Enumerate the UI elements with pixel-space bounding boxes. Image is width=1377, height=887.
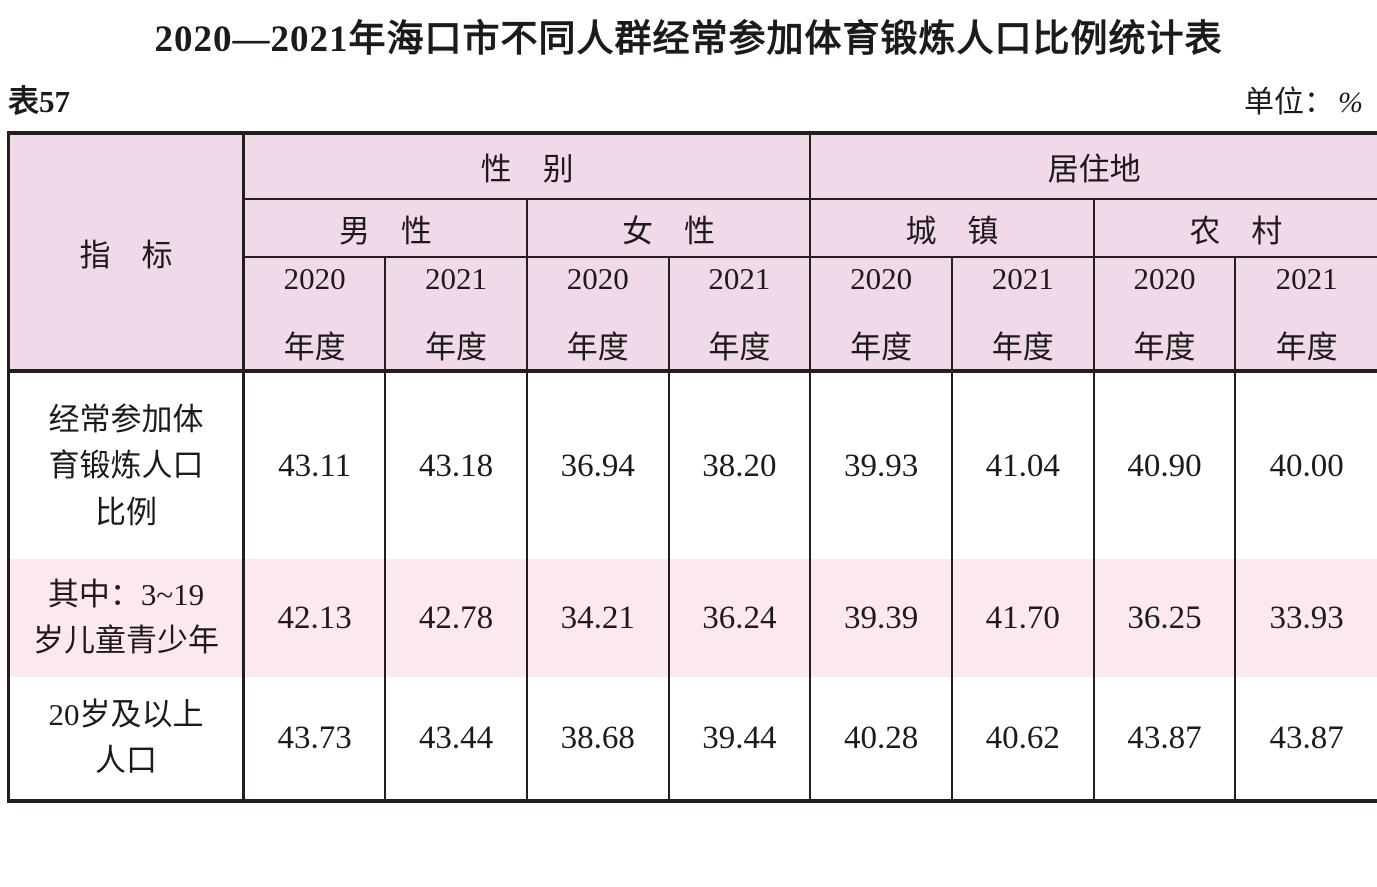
unit-prefix: 单位： — [1244, 86, 1334, 119]
data-cell: 39.44 — [669, 677, 811, 801]
data-cell: 39.93 — [810, 371, 952, 559]
data-cell: 42.13 — [244, 559, 386, 677]
header-year: 2020 年度 — [810, 257, 952, 371]
data-cell: 41.70 — [952, 559, 1094, 677]
table-row: 20岁及以上 人口 43.73 43.44 38.68 39.44 40.28 … — [9, 677, 1377, 801]
table-row: 经常参加体 育锻炼人口 比例 43.11 43.18 36.94 38.20 3… — [9, 371, 1377, 559]
header-year: 2021 年度 — [952, 257, 1094, 371]
year-value: 2020 — [567, 261, 629, 297]
year-suffix: 年度 — [850, 322, 912, 367]
data-cell: 39.39 — [810, 559, 952, 677]
data-cell: 34.21 — [527, 559, 669, 677]
data-cell: 33.93 — [1235, 559, 1377, 677]
year-suffix: 年度 — [708, 322, 770, 367]
data-cell: 43.18 — [385, 371, 527, 559]
header-subgroup-male: 男 性 — [244, 199, 527, 257]
row-label-line: 20岁及以上 — [10, 692, 242, 739]
header-group-gender: 性 别 — [244, 133, 811, 199]
row-label-line: 育锻炼人口 — [10, 443, 242, 490]
header-year: 2020 年度 — [527, 257, 669, 371]
year-suffix: 年度 — [1276, 322, 1338, 367]
page-title: 2020—2021年海口市不同人群经常参加体育锻炼人口比例统计表 — [0, 18, 1377, 62]
year-value: 2021 — [992, 261, 1054, 297]
header-group-residence: 居住地 — [810, 133, 1377, 199]
header-subgroup-rural: 农 村 — [1094, 199, 1377, 257]
data-cell: 36.24 — [669, 559, 811, 677]
row-label-line: 岁儿童青少年 — [10, 618, 242, 665]
data-cell: 40.00 — [1235, 371, 1377, 559]
data-cell: 38.68 — [527, 677, 669, 801]
year-suffix: 年度 — [284, 322, 346, 367]
year-value: 2020 — [284, 261, 346, 297]
data-cell: 36.94 — [527, 371, 669, 559]
row-label-line: 其中：3~19 — [10, 572, 242, 619]
year-value: 2020 — [1133, 261, 1195, 297]
table-meta-row: 表57 单位：% — [8, 76, 1363, 121]
table-row: 其中：3~19 岁儿童青少年 42.13 42.78 34.21 36.24 3… — [9, 559, 1377, 677]
year-suffix: 年度 — [425, 322, 487, 367]
header-year: 2021 年度 — [385, 257, 527, 371]
row-label-line: 比例 — [10, 490, 242, 537]
unit-label: 单位：% — [1244, 77, 1363, 121]
data-cell: 43.11 — [244, 371, 386, 559]
row-label-line: 经常参加体 — [10, 397, 242, 444]
header-year: 2020 年度 — [1094, 257, 1236, 371]
header-subgroup-urban: 城 镇 — [810, 199, 1093, 257]
table-number: 表57 — [8, 76, 70, 121]
row-label: 其中：3~19 岁儿童青少年 — [9, 559, 244, 677]
year-value: 2021 — [1276, 261, 1338, 297]
header-subgroup-female: 女 性 — [527, 199, 810, 257]
year-suffix: 年度 — [992, 322, 1054, 367]
unit-value: % — [1334, 86, 1363, 119]
header-year: 2020 年度 — [244, 257, 386, 371]
header-indicator: 指 标 — [9, 133, 244, 371]
data-cell: 43.87 — [1094, 677, 1236, 801]
data-cell: 40.90 — [1094, 371, 1236, 559]
row-label: 经常参加体 育锻炼人口 比例 — [9, 371, 244, 559]
data-cell: 40.28 — [810, 677, 952, 801]
data-cell: 41.04 — [952, 371, 1094, 559]
data-cell: 40.62 — [952, 677, 1094, 801]
data-cell: 36.25 — [1094, 559, 1236, 677]
header-year: 2021 年度 — [669, 257, 811, 371]
year-value: 2021 — [708, 261, 770, 297]
statistics-table: 指 标 性 别 居住地 男 性 女 性 城 镇 农 村 2020 年度 2021 年… — [7, 131, 1377, 803]
data-cell: 43.73 — [244, 677, 386, 801]
data-cell: 43.87 — [1235, 677, 1377, 801]
year-value: 2020 — [850, 261, 912, 297]
year-suffix: 年度 — [1133, 322, 1195, 367]
header-year: 2021 年度 — [1235, 257, 1377, 371]
data-cell: 42.78 — [385, 559, 527, 677]
data-cell: 43.44 — [385, 677, 527, 801]
year-value: 2021 — [425, 261, 487, 297]
row-label-line: 人口 — [10, 738, 242, 785]
data-cell: 38.20 — [669, 371, 811, 559]
year-suffix: 年度 — [567, 322, 629, 367]
row-label: 20岁及以上 人口 — [9, 677, 244, 801]
